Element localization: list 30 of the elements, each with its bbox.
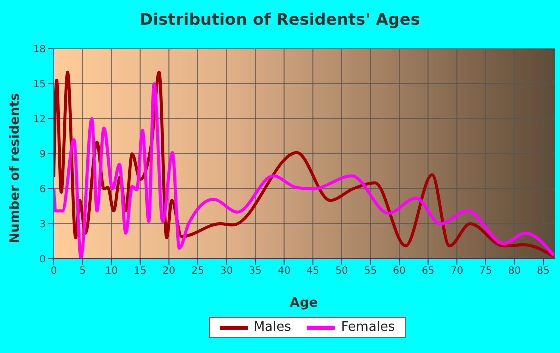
x-tick-label: 60 — [393, 266, 406, 278]
x-tick-label: 55 — [364, 266, 378, 278]
x-tick-label: 70 — [450, 266, 464, 278]
y-tick-label: 6 — [40, 184, 46, 196]
x-tick-label: 65 — [422, 266, 435, 278]
x-tick-label: 50 — [336, 266, 348, 278]
y-tick-label: 15 — [33, 80, 46, 91]
legend-label: Males — [254, 320, 292, 335]
x-tick-label: 15 — [134, 266, 147, 278]
x-tick-label: 10 — [105, 266, 118, 278]
legend-label: Females — [341, 320, 396, 335]
y-tick-label: 3 — [40, 220, 46, 231]
y-tick-label: 12 — [33, 114, 46, 126]
x-tick-label: 0 — [50, 266, 58, 278]
y-axis-title: Number of residents — [8, 92, 23, 244]
x-tick-label: 45 — [306, 266, 320, 278]
x-tick-label: 30 — [220, 266, 234, 278]
x-tick-label: 75 — [480, 266, 492, 278]
x-tick-label: 40 — [278, 266, 291, 278]
x-tick-label: 85 — [537, 266, 550, 278]
x-tick-label: 5 — [80, 266, 86, 278]
x-tick-label: 20 — [162, 266, 176, 278]
x-tick-label: 35 — [249, 266, 262, 278]
y-tick-label: 0 — [40, 254, 46, 266]
x-tick-label: 25 — [192, 266, 204, 278]
y-tick-label: 18 — [33, 44, 46, 56]
y-tick-label: 9 — [40, 150, 46, 161]
chart-title: Distribution of Residents' Ages — [138, 10, 422, 29]
x-tick-label: 80 — [508, 266, 522, 278]
x-axis-title: Age — [288, 296, 320, 311]
